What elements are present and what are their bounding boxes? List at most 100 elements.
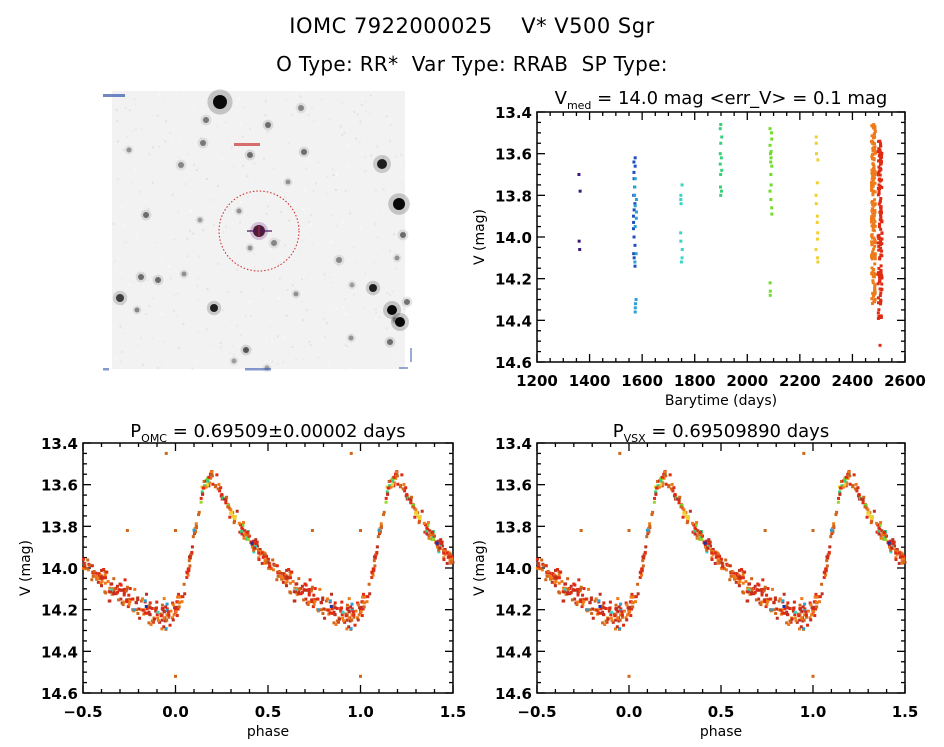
data-point	[371, 573, 375, 577]
data-point	[100, 568, 104, 572]
data-point	[349, 605, 353, 609]
data-point	[786, 601, 790, 605]
data-point	[427, 534, 431, 538]
data-point	[139, 608, 143, 612]
data-point	[873, 286, 877, 290]
data-point	[877, 148, 881, 152]
data-point	[353, 623, 357, 627]
data-point	[250, 541, 254, 545]
data-point	[814, 135, 818, 139]
data-point	[540, 568, 544, 572]
data-point	[815, 605, 819, 609]
data-point	[630, 607, 634, 611]
data-point	[871, 147, 875, 151]
data-point	[427, 536, 431, 540]
data-point	[755, 588, 759, 592]
data-point	[548, 571, 552, 575]
data-point	[659, 483, 663, 487]
x-tick-label: 1.5	[892, 703, 919, 721]
data-point	[446, 555, 450, 559]
data-point	[190, 545, 194, 549]
data-point	[721, 565, 725, 569]
data-point	[382, 510, 386, 514]
data-point	[316, 597, 320, 601]
data-point	[347, 616, 351, 620]
data-point	[100, 584, 104, 588]
data-point	[809, 618, 813, 622]
data-point	[213, 485, 217, 489]
data-point	[304, 588, 308, 592]
data-point	[335, 619, 339, 623]
data-point	[880, 220, 884, 224]
data-point	[244, 532, 248, 536]
data-point	[877, 159, 881, 163]
data-point	[695, 521, 699, 525]
data-point	[159, 612, 163, 616]
data-point	[389, 485, 393, 489]
data-point	[159, 614, 163, 618]
outlier-point	[174, 529, 177, 532]
data-point	[593, 599, 597, 603]
data-point	[411, 505, 415, 509]
data-point	[802, 618, 806, 622]
data-point	[545, 574, 549, 578]
data-point	[887, 545, 891, 549]
data-point	[873, 244, 877, 248]
data-point	[275, 578, 279, 582]
data-point	[291, 580, 295, 584]
data-point	[422, 521, 426, 525]
data-point	[808, 601, 812, 605]
data-point	[252, 539, 256, 543]
data-point	[832, 524, 836, 528]
data-point	[620, 610, 624, 614]
data-point	[809, 603, 813, 607]
data-point	[122, 587, 126, 591]
data-point	[307, 593, 311, 597]
y-tick-label: 14.6	[41, 685, 78, 703]
data-point	[128, 598, 132, 602]
data-point	[94, 574, 98, 578]
data-point	[636, 592, 640, 596]
data-point	[732, 574, 736, 578]
data-point	[360, 600, 364, 604]
data-point	[810, 606, 814, 610]
data-point	[697, 532, 701, 536]
data-point	[332, 610, 336, 614]
data-point	[847, 470, 851, 474]
data-point	[535, 557, 539, 561]
data-point	[601, 604, 605, 608]
data-point	[324, 599, 328, 603]
data-point	[838, 490, 842, 494]
data-point	[892, 543, 896, 547]
data-point	[141, 608, 145, 612]
data-point	[279, 574, 283, 578]
data-point	[97, 572, 101, 576]
data-point	[654, 492, 658, 496]
data-point	[762, 587, 766, 591]
data-point	[633, 264, 637, 268]
x-tick-label: 1800	[674, 372, 716, 390]
data-point	[553, 584, 557, 588]
data-point	[720, 189, 724, 193]
data-point	[659, 477, 663, 481]
data-point	[718, 162, 722, 166]
data-point	[804, 613, 808, 617]
data-point	[698, 530, 702, 534]
data-point	[754, 598, 758, 602]
data-point	[360, 614, 364, 618]
data-point	[578, 589, 582, 593]
data-point	[265, 556, 269, 560]
data-point	[633, 156, 637, 160]
data-point	[877, 314, 881, 318]
data-point	[873, 129, 877, 133]
data-point	[720, 168, 724, 172]
data-point	[879, 291, 883, 295]
data-point	[878, 222, 882, 226]
data-point	[880, 254, 884, 258]
data-point	[719, 141, 723, 145]
data-point	[763, 600, 767, 604]
data-point	[166, 610, 170, 614]
y-tick-label: 14.4	[495, 312, 532, 330]
data-point	[119, 588, 123, 592]
data-point	[425, 532, 429, 536]
